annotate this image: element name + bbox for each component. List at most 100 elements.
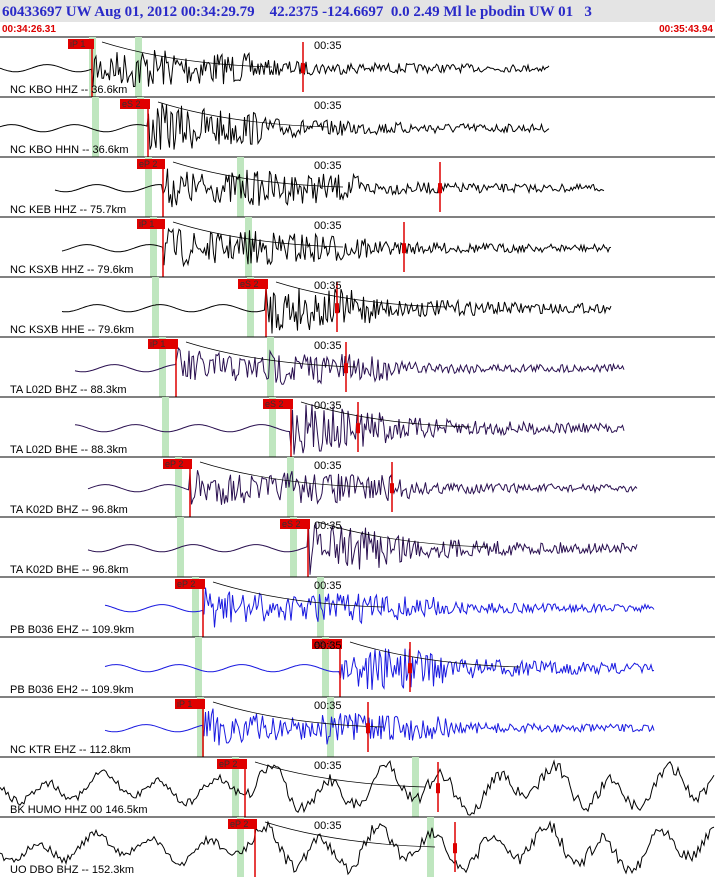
pick-label: iP 1: [70, 39, 85, 49]
arrival-curve: [317, 521, 489, 548]
pick-box: [263, 399, 293, 409]
waveform: [74, 404, 625, 455]
red-marker-tick: [366, 723, 370, 734]
station-label: NC KEB HHZ -- 75.7km: [10, 204, 126, 216]
station-label: NC KBO HHN -- 36.6km: [10, 144, 129, 156]
pick-box: [228, 819, 257, 829]
p-window: [195, 637, 202, 697]
s-window: [267, 337, 274, 397]
waveform: [54, 168, 605, 208]
waveform: [61, 227, 612, 268]
pick-label: eP 2: [230, 819, 248, 829]
waveform: [104, 648, 655, 690]
waveform: [0, 820, 715, 876]
pick-label: eS 2: [282, 519, 301, 529]
waveform: [87, 470, 638, 505]
red-marker-tick: [390, 483, 394, 494]
waveform: [87, 522, 638, 575]
pick-box: [137, 219, 165, 229]
s-window: [290, 517, 297, 577]
station-label: BK HUMO HHZ 00 146.5km: [10, 804, 148, 816]
pick-box: [175, 579, 205, 589]
pick-label: eS 2: [122, 99, 141, 109]
pick-box: [163, 459, 192, 469]
s-window: [247, 277, 254, 337]
waveform: [0, 102, 550, 150]
pick-label: eP 2: [219, 759, 237, 769]
pick-label: iP 1: [139, 219, 154, 229]
p-window: [237, 817, 244, 877]
p-window: [92, 97, 99, 157]
pick-box: [238, 279, 268, 289]
time-label: 00:35: [314, 760, 342, 772]
pick-label: iP 1: [177, 699, 192, 709]
station-label: TA K02D BHZ -- 96.8km: [10, 504, 128, 516]
red-marker-tick: [356, 423, 360, 434]
station-label: UO DBO BHZ -- 152.3km: [10, 864, 134, 876]
station-label: NC KSXB HHZ -- 79.6km: [10, 264, 133, 276]
arrival-curve: [264, 821, 436, 848]
event-title: 60433697 UW Aug 01, 2012 00:34:29.79 42.…: [2, 4, 592, 20]
p-window: [150, 217, 157, 277]
p-window: [159, 337, 166, 397]
s-window: [322, 637, 329, 697]
pick-label: eS 2: [314, 639, 333, 649]
pick-box: [217, 759, 247, 769]
time-label: 00:35: [314, 340, 342, 352]
station-label: NC KSXB HHE -- 79.6km: [10, 324, 134, 336]
p-window: [162, 397, 169, 457]
waveform: [74, 346, 625, 385]
arrival-curve: [300, 401, 472, 428]
pick-label: eP 2: [165, 459, 183, 469]
time-label: 00:35: [314, 100, 342, 112]
arrival-curve: [212, 701, 384, 728]
waveform: [0, 50, 550, 88]
time-label: 00:35: [314, 40, 342, 52]
time-label: 00:35: [314, 520, 342, 532]
red-marker-tick: [344, 363, 348, 374]
p-window: [197, 697, 204, 757]
pick-box: [120, 99, 150, 109]
red-marker-tick: [453, 843, 457, 854]
station-label: TA L02D BHZ -- 88.3km: [10, 384, 127, 396]
pick-label: eP 2: [177, 579, 195, 589]
time-label: 00:35: [314, 580, 342, 592]
end-time: 00:35:43.94: [659, 24, 713, 35]
station-label: TA K02D BHE -- 96.8km: [10, 564, 128, 576]
arrival-curve: [157, 101, 329, 128]
time-label: 00:35: [314, 220, 342, 232]
pick-box: [312, 639, 342, 649]
red-marker-tick: [301, 63, 305, 74]
p-window: [175, 457, 182, 517]
time-label: 00:35: [314, 400, 342, 412]
arrival-curve: [212, 581, 384, 608]
station-label: PB B036 EH2 -- 109.9km: [10, 684, 134, 696]
p-window: [232, 757, 239, 817]
pick-box: [280, 519, 310, 529]
s-window: [287, 457, 294, 517]
p-window: [192, 577, 199, 637]
waveform: [104, 587, 655, 628]
arrival-curve: [185, 341, 357, 368]
arrival-curve: [275, 281, 447, 308]
arrival-curve: [172, 221, 344, 248]
red-marker-tick: [402, 243, 406, 254]
pick-box: [148, 339, 178, 349]
waveform: [0, 759, 715, 816]
p-window: [152, 277, 159, 337]
pick-label: eS 2: [265, 399, 284, 409]
pick-label: eS 2: [240, 279, 259, 289]
red-marker-tick: [438, 183, 442, 194]
arrival-curve: [199, 461, 371, 488]
pick-label: eP 2: [139, 159, 157, 169]
arrival-curve: [172, 161, 344, 188]
start-time: 00:34:26.31: [2, 24, 56, 35]
arrival-curve: [349, 641, 521, 668]
pick-box: [175, 699, 205, 709]
station-label: NC KBO HHZ -- 36.6km: [10, 84, 127, 96]
station-label: NC KTR EHZ -- 112.8km: [10, 744, 131, 756]
time-label: 00:35: [314, 820, 342, 832]
station-label: PB B036 EHZ -- 109.9km: [10, 624, 134, 636]
time-label: 00:35: [314, 460, 342, 472]
